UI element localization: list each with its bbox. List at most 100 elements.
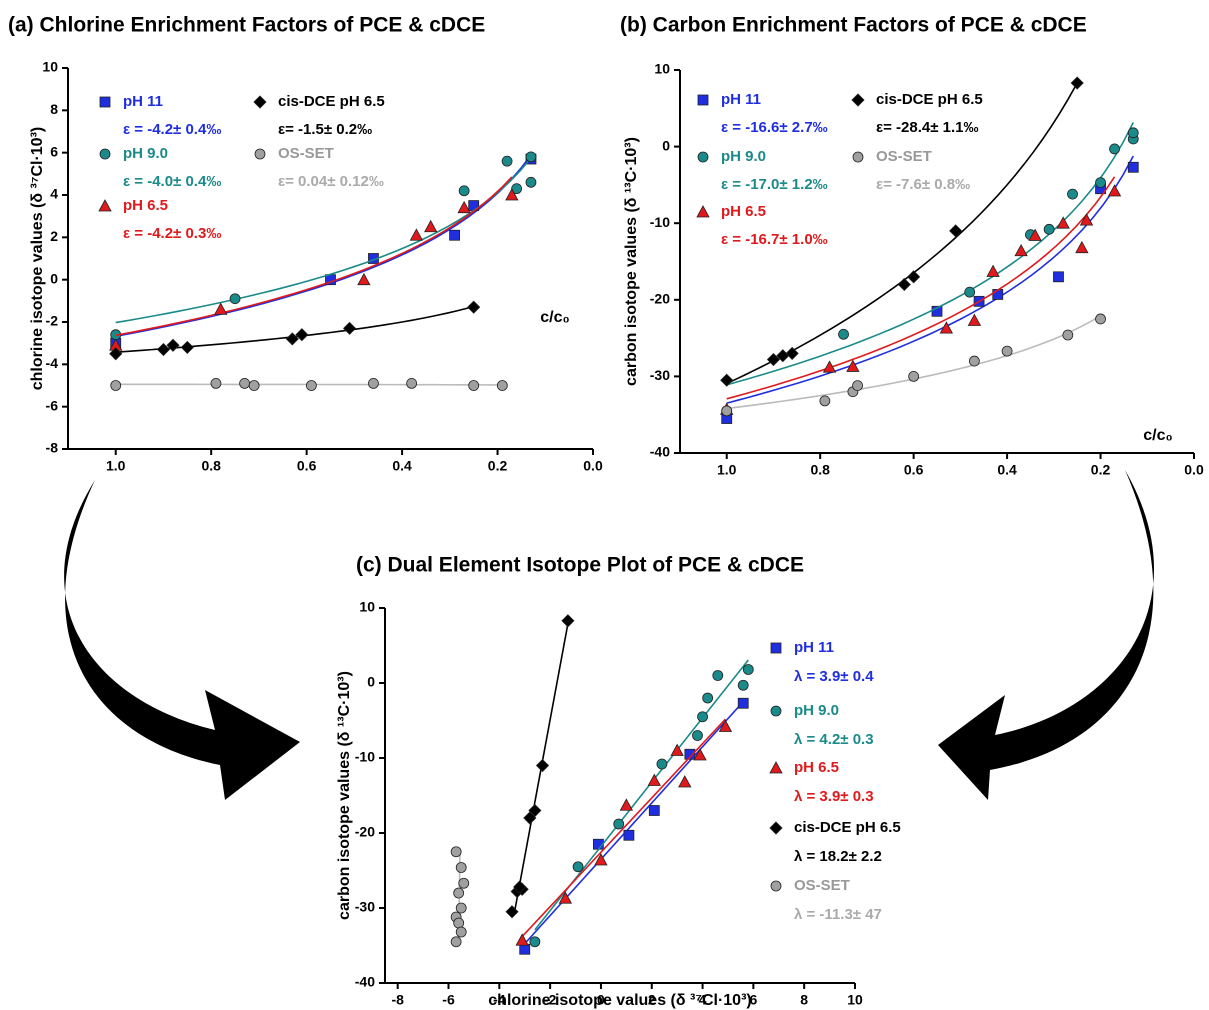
fit-line [115, 154, 532, 338]
data-point [457, 200, 471, 214]
legend-marker [253, 95, 267, 109]
data-point [455, 902, 467, 914]
data-point [678, 775, 692, 788]
data-point [697, 711, 708, 723]
data-point [525, 176, 537, 188]
data-point [519, 943, 531, 955]
legend-label: cis-DCE pH 6.5 [876, 91, 983, 108]
data-point [450, 936, 462, 948]
x-tick-label: 6 [749, 992, 757, 1008]
x-tick-label: -2 [544, 992, 557, 1008]
data-point [109, 347, 123, 361]
fit-line [115, 157, 532, 324]
chart-title: (b) Carbon Enrichment Factors of PCE & c… [620, 14, 1087, 37]
x-tick-label: 0.8 [810, 462, 830, 478]
data-point [455, 862, 467, 873]
data-point [306, 380, 317, 391]
data-point [505, 905, 519, 919]
data-point [468, 380, 480, 391]
data-point [967, 313, 982, 326]
x-tick-label: 8 [800, 992, 808, 1008]
y-tick-label: -8 [46, 440, 59, 456]
data-point [229, 293, 241, 305]
fit-line [726, 155, 1134, 404]
data-point [1075, 240, 1089, 254]
y-tick-label: 10 [42, 59, 58, 75]
y-tick-label: 0 [662, 137, 670, 153]
y-tick-label: -10 [650, 214, 670, 230]
data-point [619, 798, 634, 811]
data-point [737, 679, 749, 691]
x-tick-label: 0.2 [1091, 462, 1111, 478]
data-point [409, 228, 424, 241]
y-axis-label: carbon isotope values (δ ¹³C·10³) [336, 671, 353, 920]
data-point [785, 346, 799, 360]
legend-stat: ε = -17.0± 1.2‰ [721, 176, 828, 193]
y-tick-label: -30 [650, 367, 670, 383]
data-point [1067, 188, 1078, 200]
x-tick-label: 1.0 [717, 462, 737, 478]
legend-label: pH 6.5 [721, 203, 766, 220]
legend-label: pH 9.0 [794, 702, 839, 719]
data-point [1109, 143, 1120, 155]
data-point [449, 229, 460, 241]
data-point [156, 342, 171, 357]
data-point [343, 321, 357, 335]
legend-stat: ε= -7.6± 0.8‰ [876, 176, 970, 193]
legend-label: pH 9.0 [721, 148, 766, 165]
y-tick-label: 4 [50, 186, 58, 202]
legend-label: pH 11 [794, 639, 834, 656]
data-point [1056, 216, 1070, 229]
legend-stat: ε= -1.5± 0.2‰ [278, 121, 372, 138]
data-point [939, 321, 954, 334]
data-point [166, 338, 180, 352]
legend-marker [770, 642, 782, 654]
legend-stat: ε= -28.4± 1.1‰ [876, 119, 979, 136]
data-point [458, 185, 470, 197]
y-tick-label: -40 [650, 444, 670, 460]
data-point [1127, 127, 1139, 139]
data-point [819, 395, 831, 407]
data-point [1043, 223, 1055, 235]
data-point [424, 219, 438, 233]
data-point [110, 380, 122, 391]
data-point [458, 877, 470, 889]
data-point [357, 272, 371, 286]
data-point [535, 758, 550, 773]
data-point [1095, 313, 1106, 325]
x-axis-label: chlorine isotope values (δ ³⁷Cl·10³) [488, 992, 751, 1009]
data-point [692, 730, 703, 741]
data-point [455, 926, 467, 938]
data-point [968, 355, 980, 367]
x-tick-label: 4 [699, 992, 707, 1008]
legend-stat: λ = 3.9± 0.4 [794, 668, 874, 685]
data-point [1107, 184, 1122, 197]
chart-title: (a) Chlorine Enrichment Factors of PCE &… [8, 14, 485, 37]
data-point [295, 328, 309, 342]
y-tick-label: 2 [50, 228, 58, 244]
data-point [572, 861, 584, 873]
data-point [248, 380, 260, 391]
x-tick-label: 2 [648, 992, 656, 1008]
legend-marker [852, 151, 864, 163]
data-point [561, 614, 575, 628]
data-point [528, 803, 542, 818]
legend-marker [770, 705, 782, 717]
data-point [718, 719, 733, 732]
y-axis-label: chlorine isotope values (δ ³⁷Cl·10³) [29, 127, 46, 390]
data-point [523, 811, 537, 825]
x-tick-label: 0.4 [997, 462, 1017, 478]
data-point [949, 224, 963, 238]
legend-marker [697, 94, 709, 106]
data-point [239, 377, 250, 389]
fit-line [726, 176, 1116, 400]
data-point [180, 340, 194, 354]
y-tick-label: 6 [50, 143, 58, 159]
legend-marker [99, 96, 111, 108]
y-tick-label: -6 [46, 397, 59, 413]
x-tick-label: 1.0 [106, 458, 126, 474]
data-point [648, 805, 660, 816]
x-axis-label: c/c₀ [1143, 427, 1172, 444]
legend-stat: ε = -4.2± 0.4‰ [123, 121, 221, 138]
